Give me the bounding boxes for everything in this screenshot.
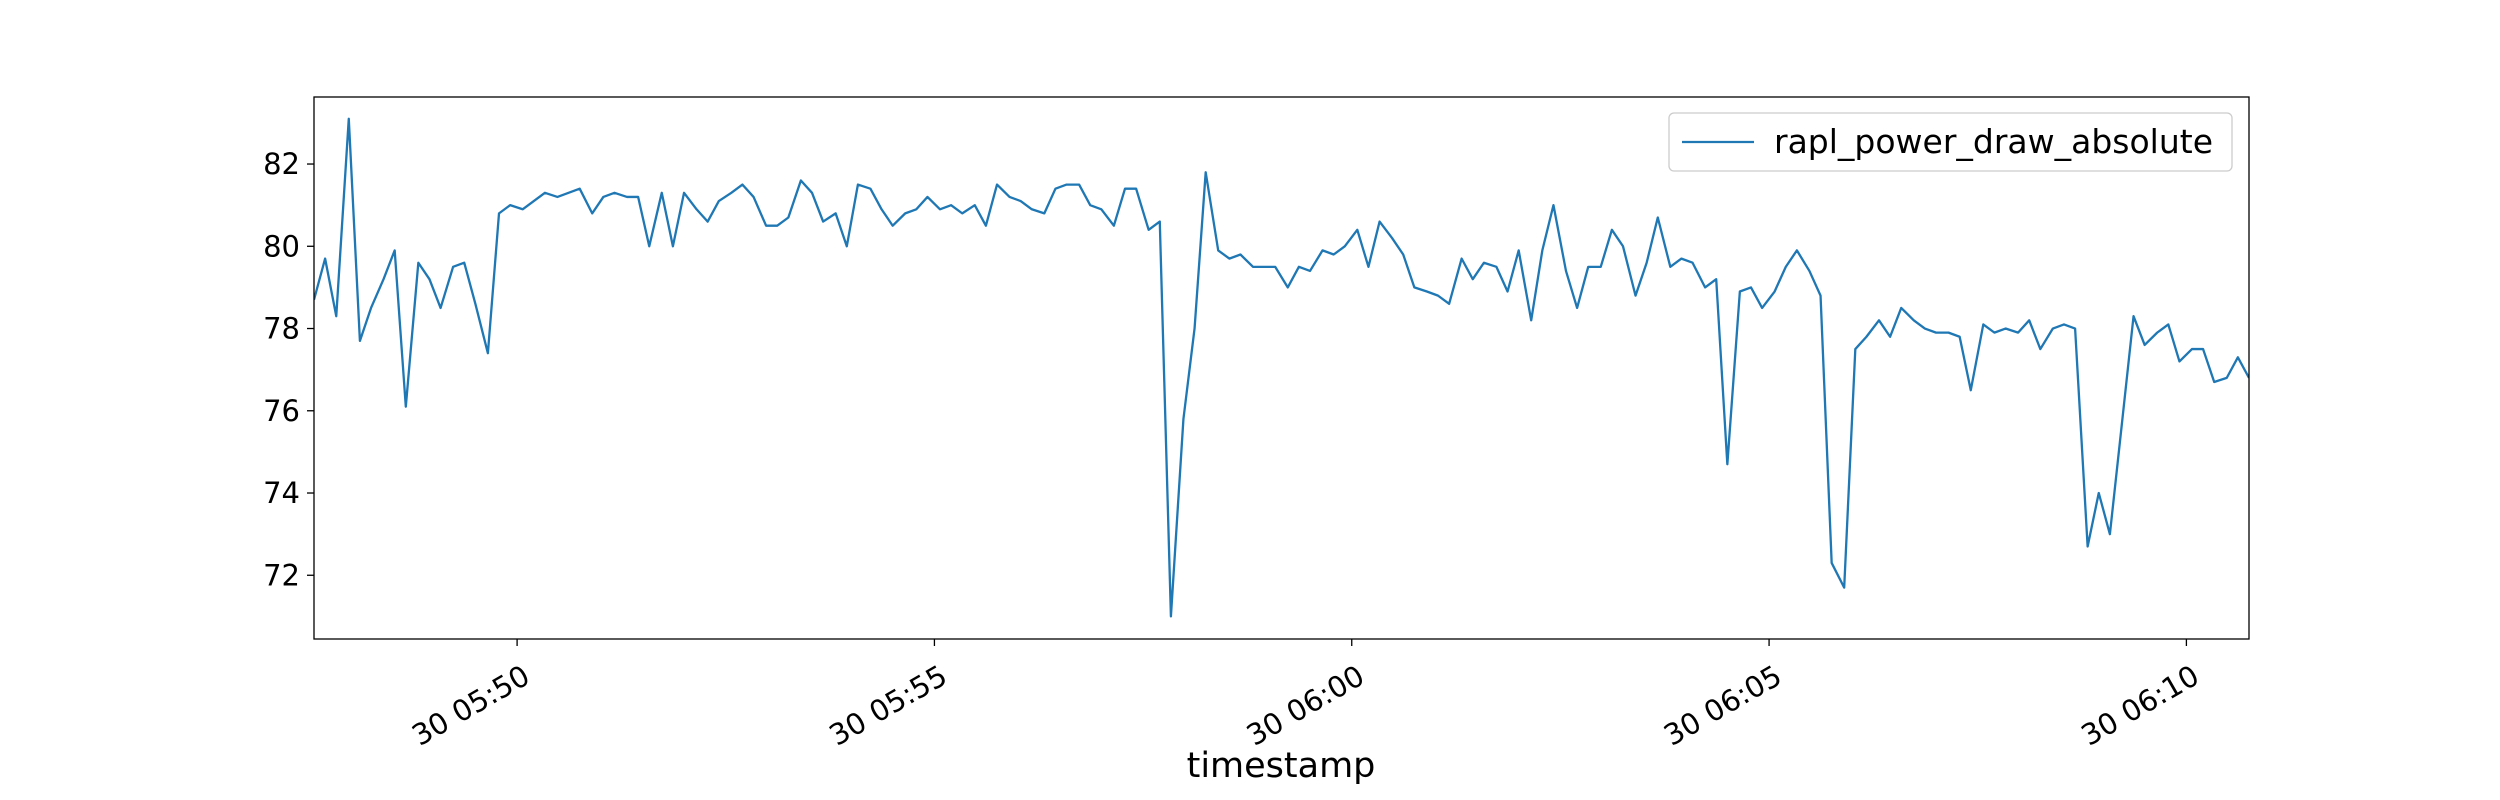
x-tick-label: 30 06:00 — [1241, 658, 1370, 752]
y-tick-label: 80 — [263, 229, 300, 263]
y-tick-label: 78 — [263, 312, 300, 346]
y-tick-label: 72 — [263, 558, 300, 592]
y-tick-label: 74 — [263, 476, 300, 510]
x-tick-label: 30 06:10 — [2075, 658, 2204, 752]
x-tick-label: 30 06:05 — [1658, 658, 1787, 752]
legend-box — [1668, 112, 2233, 172]
x-tick-label: 30 05:55 — [823, 658, 952, 752]
y-tick-label: 76 — [263, 394, 300, 428]
data-line — [314, 117, 2249, 618]
legend-label: rapl_power_draw_absolute — [1774, 122, 2213, 161]
x-axis-label: timestamp — [1187, 746, 1376, 786]
x-tick-label: 30 05:50 — [406, 658, 535, 752]
plot-frame — [313, 96, 2250, 640]
y-tick-label: 82 — [263, 147, 300, 181]
